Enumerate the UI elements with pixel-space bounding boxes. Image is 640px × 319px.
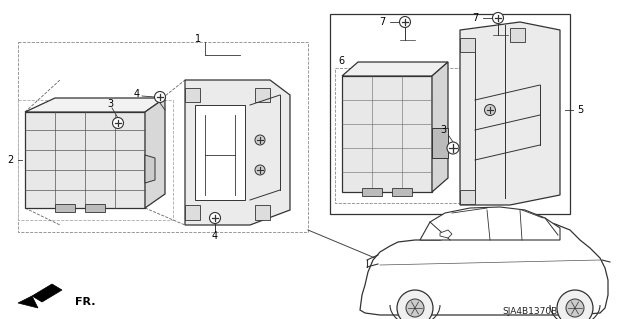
Polygon shape (255, 205, 270, 220)
Polygon shape (440, 230, 452, 238)
Polygon shape (55, 204, 75, 212)
Polygon shape (185, 88, 200, 102)
Bar (18, 42, 308, 232)
Polygon shape (145, 98, 165, 208)
Polygon shape (510, 28, 525, 42)
Circle shape (255, 165, 265, 175)
Text: 4: 4 (212, 231, 218, 241)
Bar (330, 14, 570, 214)
Text: 6: 6 (338, 56, 344, 66)
Text: 1: 1 (195, 34, 201, 44)
Polygon shape (195, 105, 245, 200)
Polygon shape (145, 155, 155, 183)
Polygon shape (432, 62, 448, 192)
Polygon shape (185, 205, 200, 220)
Circle shape (209, 212, 221, 224)
Polygon shape (342, 62, 448, 76)
Polygon shape (420, 207, 560, 240)
Text: 2: 2 (7, 155, 13, 165)
Polygon shape (85, 204, 105, 212)
Circle shape (113, 117, 124, 129)
Polygon shape (18, 296, 38, 308)
Text: 3: 3 (440, 125, 446, 135)
Text: 4: 4 (134, 89, 140, 99)
Polygon shape (342, 76, 432, 192)
Text: 3: 3 (107, 99, 113, 109)
Text: 5: 5 (577, 105, 583, 115)
Polygon shape (185, 80, 290, 225)
Polygon shape (32, 284, 62, 302)
Circle shape (493, 12, 504, 24)
Circle shape (154, 92, 166, 102)
Polygon shape (392, 188, 412, 196)
Circle shape (406, 299, 424, 317)
Text: 7: 7 (379, 17, 385, 27)
Polygon shape (460, 190, 475, 204)
Circle shape (399, 17, 410, 27)
Circle shape (255, 135, 265, 145)
Polygon shape (25, 98, 165, 112)
Text: SJA4B1370B: SJA4B1370B (502, 308, 557, 316)
Circle shape (484, 105, 495, 115)
Polygon shape (255, 88, 270, 102)
Polygon shape (460, 38, 475, 52)
Bar (335, 68, 465, 203)
Polygon shape (360, 220, 608, 315)
Polygon shape (460, 22, 560, 205)
Circle shape (447, 142, 459, 154)
Text: 7: 7 (472, 13, 478, 23)
Polygon shape (25, 112, 145, 208)
Circle shape (557, 290, 593, 319)
Text: FR.: FR. (75, 297, 95, 307)
Bar (18, 100, 173, 220)
Polygon shape (362, 188, 382, 196)
Circle shape (397, 290, 433, 319)
Circle shape (566, 299, 584, 317)
Polygon shape (432, 128, 448, 158)
